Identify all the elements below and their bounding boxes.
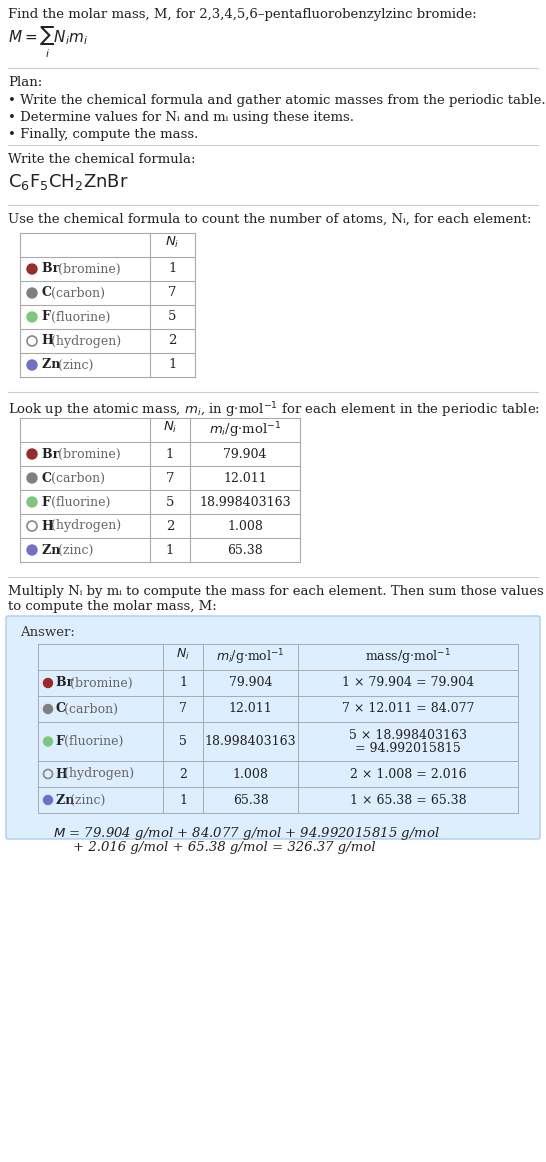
Text: F: F bbox=[56, 736, 69, 748]
Text: 2: 2 bbox=[166, 519, 174, 532]
Text: 1.008: 1.008 bbox=[233, 767, 269, 781]
Text: 1 × 79.904 = 79.904: 1 × 79.904 = 79.904 bbox=[342, 676, 474, 689]
Text: H: H bbox=[42, 519, 58, 532]
Text: (fluorine): (fluorine) bbox=[51, 495, 111, 509]
Text: (carbon): (carbon) bbox=[51, 472, 105, 485]
Text: $\mathrm{C_6F_5CH_2ZnBr}$: $\mathrm{C_6F_5CH_2ZnBr}$ bbox=[8, 172, 128, 192]
Text: (zinc): (zinc) bbox=[58, 544, 93, 557]
Text: 65.38: 65.38 bbox=[227, 544, 263, 557]
Text: 7: 7 bbox=[168, 287, 177, 300]
Circle shape bbox=[27, 545, 37, 555]
Text: Answer:: Answer: bbox=[20, 626, 75, 639]
Text: (hydrogen): (hydrogen) bbox=[64, 767, 134, 781]
Text: 18.998403163: 18.998403163 bbox=[205, 736, 296, 748]
Text: (carbon): (carbon) bbox=[64, 703, 118, 716]
Text: 1: 1 bbox=[168, 263, 177, 275]
Text: Zn: Zn bbox=[42, 544, 65, 557]
Circle shape bbox=[27, 288, 37, 297]
Text: 1 × 65.38 = 65.38: 1 × 65.38 = 65.38 bbox=[349, 794, 466, 806]
Text: H: H bbox=[42, 335, 58, 347]
Text: (bromine): (bromine) bbox=[58, 447, 121, 460]
Circle shape bbox=[27, 497, 37, 507]
Text: (fluorine): (fluorine) bbox=[51, 310, 111, 323]
Text: $N_i$: $N_i$ bbox=[176, 647, 190, 662]
Circle shape bbox=[27, 449, 37, 459]
Text: 79.904: 79.904 bbox=[223, 447, 267, 460]
Text: $M$ = 79.904 g/mol + 84.077 g/mol + 94.992015815 g/mol: $M$ = 79.904 g/mol + 84.077 g/mol + 94.9… bbox=[53, 825, 440, 842]
Text: (carbon): (carbon) bbox=[51, 287, 105, 300]
Circle shape bbox=[27, 313, 37, 322]
Text: • Finally, compute the mass.: • Finally, compute the mass. bbox=[8, 128, 198, 141]
Text: Br: Br bbox=[42, 263, 64, 275]
Text: Plan:: Plan: bbox=[8, 76, 42, 89]
Circle shape bbox=[44, 796, 52, 804]
Circle shape bbox=[27, 360, 37, 370]
Text: 2: 2 bbox=[168, 335, 177, 347]
Text: (zinc): (zinc) bbox=[70, 794, 105, 806]
Text: 5: 5 bbox=[166, 495, 174, 509]
Text: (zinc): (zinc) bbox=[58, 359, 93, 372]
Text: 79.904: 79.904 bbox=[229, 676, 272, 689]
Circle shape bbox=[27, 473, 37, 483]
Circle shape bbox=[27, 264, 37, 274]
Text: 65.38: 65.38 bbox=[233, 794, 269, 806]
Text: $M = \sum_i N_i m_i$: $M = \sum_i N_i m_i$ bbox=[8, 26, 88, 60]
Text: H: H bbox=[56, 767, 72, 781]
Text: $m_i$/g$\cdot$mol$^{-1}$: $m_i$/g$\cdot$mol$^{-1}$ bbox=[216, 647, 285, 667]
Text: C: C bbox=[42, 472, 56, 485]
Circle shape bbox=[44, 679, 52, 688]
Text: 12.011: 12.011 bbox=[223, 472, 267, 485]
Text: 18.998403163: 18.998403163 bbox=[199, 495, 291, 509]
Text: 5 × 18.998403163: 5 × 18.998403163 bbox=[349, 729, 467, 743]
Text: 7: 7 bbox=[179, 703, 187, 716]
Text: Find the molar mass, M, for 2,3,4,5,6–pentafluorobenzylzinc bromide:: Find the molar mass, M, for 2,3,4,5,6–pe… bbox=[8, 8, 477, 21]
Text: (fluorine): (fluorine) bbox=[64, 736, 123, 748]
Text: = 94.992015815: = 94.992015815 bbox=[355, 743, 461, 755]
Circle shape bbox=[44, 737, 52, 746]
Text: F: F bbox=[42, 310, 55, 323]
Text: (bromine): (bromine) bbox=[70, 676, 133, 689]
Text: 1: 1 bbox=[179, 794, 187, 806]
Text: Br: Br bbox=[56, 676, 78, 689]
Text: • Determine values for Nᵢ and mᵢ using these items.: • Determine values for Nᵢ and mᵢ using t… bbox=[8, 112, 354, 124]
Text: $m_i$/g$\cdot$mol$^{-1}$: $m_i$/g$\cdot$mol$^{-1}$ bbox=[209, 419, 281, 439]
Text: 1: 1 bbox=[166, 544, 174, 557]
Text: Zn: Zn bbox=[56, 794, 79, 806]
Text: 1.008: 1.008 bbox=[227, 519, 263, 532]
Text: 2 × 1.008 = 2.016: 2 × 1.008 = 2.016 bbox=[349, 767, 466, 781]
Text: + 2.016 g/mol + 65.38 g/mol = 326.37 g/mol: + 2.016 g/mol + 65.38 g/mol = 326.37 g/m… bbox=[73, 841, 376, 854]
Text: Br: Br bbox=[42, 447, 64, 460]
Text: 5: 5 bbox=[168, 310, 177, 323]
Text: 1: 1 bbox=[168, 359, 177, 372]
Text: $N_i$: $N_i$ bbox=[163, 419, 177, 435]
Text: F: F bbox=[42, 495, 55, 509]
Text: $N_i$: $N_i$ bbox=[165, 235, 180, 250]
Text: 5: 5 bbox=[179, 736, 187, 748]
Text: 7 × 12.011 = 84.077: 7 × 12.011 = 84.077 bbox=[342, 703, 474, 716]
Text: Zn: Zn bbox=[42, 359, 65, 372]
Text: 1: 1 bbox=[179, 676, 187, 689]
Text: C: C bbox=[42, 287, 56, 300]
Text: Look up the atomic mass, $m_i$, in g$\cdot$mol$^{-1}$ for each element in the pe: Look up the atomic mass, $m_i$, in g$\cd… bbox=[8, 400, 540, 419]
Text: (hydrogen): (hydrogen) bbox=[51, 335, 122, 347]
Text: mass/g$\cdot$mol$^{-1}$: mass/g$\cdot$mol$^{-1}$ bbox=[365, 647, 451, 667]
Text: (hydrogen): (hydrogen) bbox=[51, 519, 122, 532]
Text: • Write the chemical formula and gather atomic masses from the periodic table.: • Write the chemical formula and gather … bbox=[8, 94, 545, 107]
Text: 12.011: 12.011 bbox=[229, 703, 272, 716]
FancyBboxPatch shape bbox=[6, 616, 540, 839]
Text: Write the chemical formula:: Write the chemical formula: bbox=[8, 153, 195, 166]
Text: (bromine): (bromine) bbox=[58, 263, 121, 275]
Text: 2: 2 bbox=[179, 767, 187, 781]
Text: 1: 1 bbox=[166, 447, 174, 460]
Text: Use the chemical formula to count the number of atoms, Nᵢ, for each element:: Use the chemical formula to count the nu… bbox=[8, 213, 531, 225]
Circle shape bbox=[44, 704, 52, 713]
Text: Multiply Nᵢ by mᵢ to compute the mass for each element. Then sum those values
to: Multiply Nᵢ by mᵢ to compute the mass fo… bbox=[8, 584, 544, 614]
Text: 7: 7 bbox=[166, 472, 174, 485]
Text: C: C bbox=[56, 703, 70, 716]
